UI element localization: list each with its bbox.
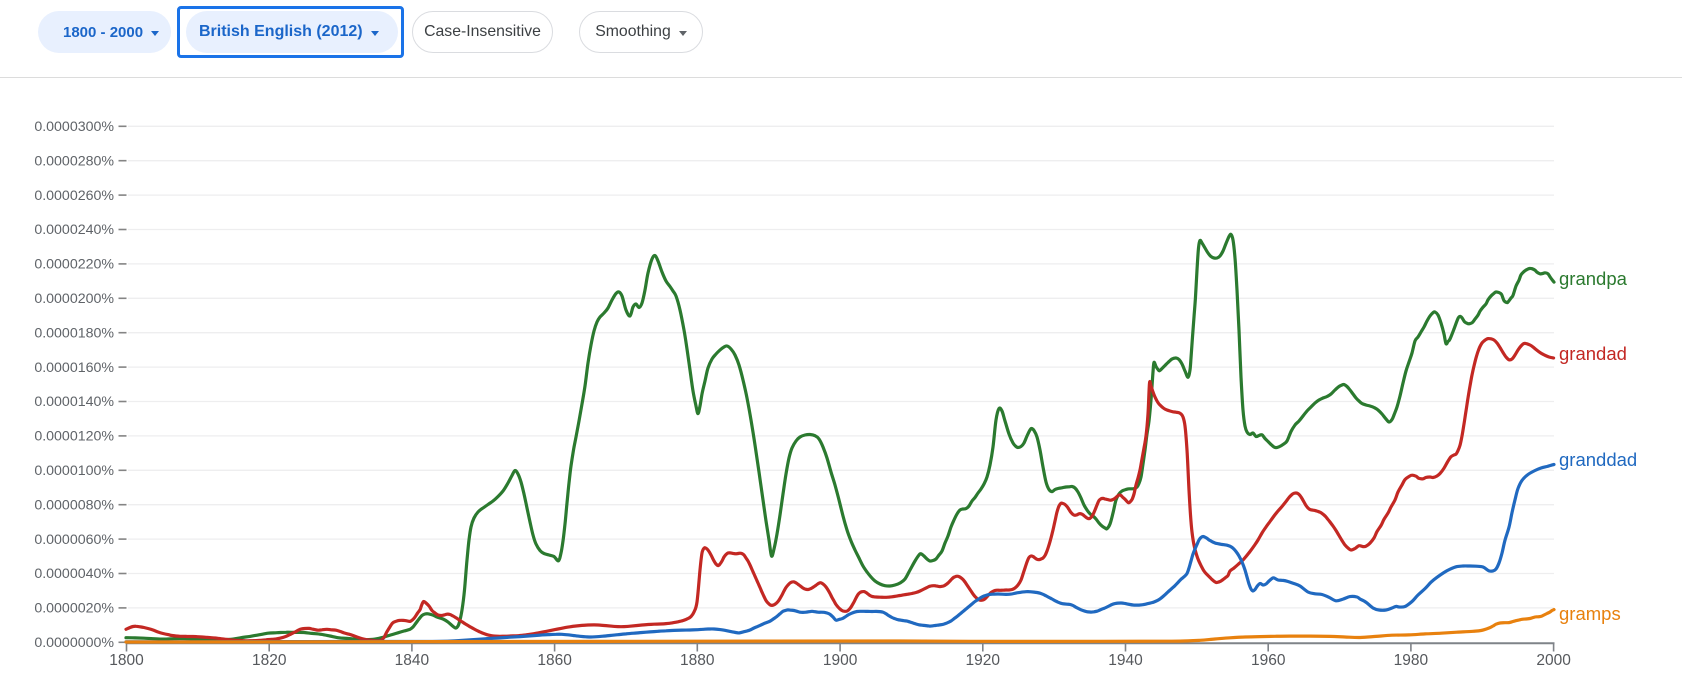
svg-text:0.0000060%: 0.0000060% — [34, 532, 114, 548]
svg-text:0.0000100%: 0.0000100% — [34, 463, 114, 479]
svg-text:0.0000300%: 0.0000300% — [34, 119, 114, 135]
svg-text:1920: 1920 — [966, 652, 1001, 669]
svg-text:1980: 1980 — [1394, 652, 1429, 669]
svg-text:0.0000140%: 0.0000140% — [34, 394, 114, 410]
svg-text:1960: 1960 — [1251, 652, 1286, 669]
svg-text:1800: 1800 — [109, 652, 144, 669]
svg-text:2000: 2000 — [1536, 652, 1571, 669]
svg-text:0.0000040%: 0.0000040% — [34, 566, 114, 582]
svg-text:1840: 1840 — [395, 652, 430, 669]
svg-text:0.0000280%: 0.0000280% — [34, 153, 114, 169]
svg-text:1900: 1900 — [823, 652, 858, 669]
svg-text:grandad: grandad — [1559, 343, 1627, 364]
svg-text:grandpa: grandpa — [1559, 268, 1628, 289]
svg-text:1880: 1880 — [680, 652, 715, 669]
svg-text:granddad: granddad — [1559, 449, 1637, 470]
svg-text:0.0000180%: 0.0000180% — [34, 325, 114, 341]
svg-text:0.0000000%: 0.0000000% — [34, 635, 114, 651]
svg-text:0.0000220%: 0.0000220% — [34, 257, 114, 273]
svg-text:0.0000080%: 0.0000080% — [34, 497, 114, 513]
svg-text:1860: 1860 — [537, 652, 572, 669]
svg-text:0.0000120%: 0.0000120% — [34, 429, 114, 445]
svg-text:gramps: gramps — [1559, 603, 1621, 624]
svg-text:1940: 1940 — [1108, 652, 1143, 669]
svg-text:0.0000240%: 0.0000240% — [34, 222, 114, 238]
svg-text:0.0000200%: 0.0000200% — [34, 291, 114, 307]
svg-text:1820: 1820 — [252, 652, 287, 669]
svg-text:0.0000160%: 0.0000160% — [34, 360, 114, 376]
svg-text:0.0000020%: 0.0000020% — [34, 601, 114, 617]
svg-text:0.0000260%: 0.0000260% — [34, 188, 114, 204]
